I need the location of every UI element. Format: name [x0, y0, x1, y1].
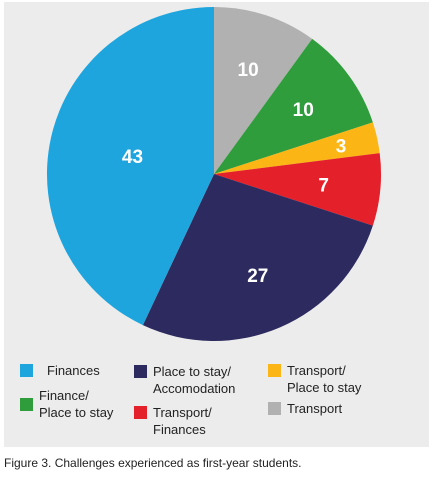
legend-label-finances: Finances: [47, 363, 100, 378]
legend-swatch-place-to-stay-accomodation: [134, 365, 147, 378]
pie-slice-label-0: 10: [238, 60, 259, 81]
legend-item-transport: Transport: [268, 400, 342, 417]
pie-slice-label-5: 43: [122, 147, 143, 168]
legend-swatch-transport-finances: [134, 406, 147, 419]
legend-swatch-transport-place-to-stay: [268, 364, 281, 377]
pie-slice-label-3: 7: [318, 175, 329, 196]
pie-slice-1: [214, 38, 373, 174]
legend-label-transport-place-to-stay: Transport/ Place to stay: [287, 363, 362, 395]
legend-label-finance-place-to-stay: Finance/ Place to stay: [39, 388, 114, 420]
pie-slice-label-1: 10: [293, 100, 314, 121]
legend-item-transport-finances: Transport/ Finances: [134, 404, 212, 438]
chart-panel: 10 10 3 7 27 43 Finances Finance/ Place to st…: [4, 2, 429, 447]
pie-chart: 10 10 37 27 43: [46, 6, 381, 342]
legend-swatch-transport: [268, 402, 281, 415]
pie-slice-3: [214, 153, 381, 226]
pie-slice-0: [214, 7, 313, 174]
legend-item-finance-place-to-stay: Finance/ Place to stay: [20, 387, 113, 421]
legend-label-transport: Transport: [287, 401, 343, 416]
pie-slice-4: [142, 174, 373, 342]
legend-item-finances: Finances: [20, 362, 100, 379]
legend-label-place-to-stay-accomodation: Place to stay/ Accomodation: [153, 364, 236, 396]
pie-slice-label-2: 3: [336, 137, 347, 158]
legend-label-transport-finances: Transport/ Finances: [153, 405, 212, 437]
pie-slice-5: [46, 6, 214, 326]
pie-slice-2: [214, 122, 380, 174]
legend-item-place-to-stay-accomodation: Place to stay/ Accomodation: [134, 363, 235, 397]
legend-swatch-finances: [20, 364, 33, 377]
figure-caption: Figure 3. Challenges experienced as firs…: [4, 456, 302, 470]
legend-item-transport-place-to-stay: Transport/ Place to stay: [268, 362, 361, 396]
pie-slice-label-4: 27: [247, 266, 268, 287]
legend-swatch-finance-place-to-stay: [20, 398, 33, 411]
